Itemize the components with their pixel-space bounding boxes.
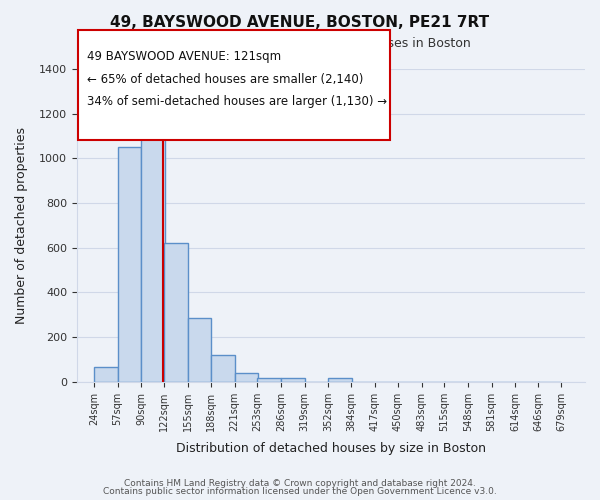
- Bar: [211, 355, 235, 382]
- Text: ← 65% of detached houses are smaller (2,140): ← 65% of detached houses are smaller (2,…: [87, 72, 364, 86]
- Text: 49, BAYSWOOD AVENUE, BOSTON, PE21 7RT: 49, BAYSWOOD AVENUE, BOSTON, PE21 7RT: [110, 15, 490, 30]
- Bar: [328, 378, 352, 382]
- Y-axis label: Number of detached properties: Number of detached properties: [15, 127, 28, 324]
- Bar: [141, 132, 165, 382]
- Text: 49 BAYSWOOD AVENUE: 121sqm: 49 BAYSWOOD AVENUE: 121sqm: [87, 50, 281, 63]
- Text: Size of property relative to detached houses in Boston: Size of property relative to detached ho…: [130, 38, 470, 51]
- Bar: [164, 244, 188, 382]
- Bar: [94, 368, 118, 382]
- Bar: [281, 378, 305, 382]
- Text: Contains HM Land Registry data © Crown copyright and database right 2024.: Contains HM Land Registry data © Crown c…: [124, 478, 476, 488]
- Text: 34% of semi-detached houses are larger (1,130) →: 34% of semi-detached houses are larger (…: [87, 95, 387, 108]
- Bar: [257, 378, 281, 382]
- Bar: [235, 373, 258, 382]
- Bar: [118, 147, 141, 382]
- X-axis label: Distribution of detached houses by size in Boston: Distribution of detached houses by size …: [176, 442, 486, 455]
- Text: Contains public sector information licensed under the Open Government Licence v3: Contains public sector information licen…: [103, 487, 497, 496]
- Bar: [188, 318, 211, 382]
